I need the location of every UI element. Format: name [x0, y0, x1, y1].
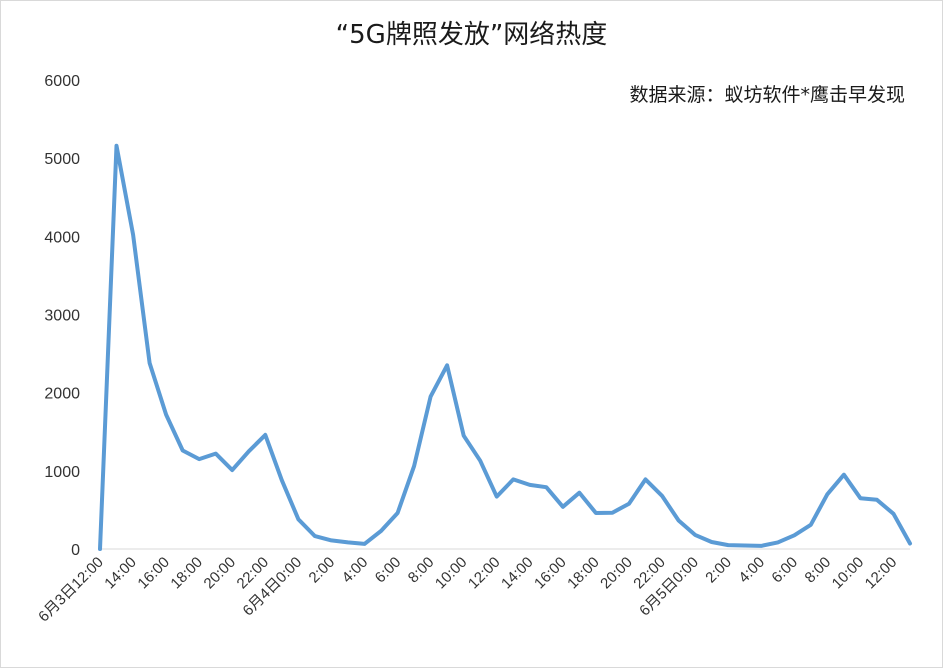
- x-tick-label: 2:00: [306, 554, 339, 587]
- data-point: [908, 542, 912, 546]
- data-point: [842, 473, 846, 477]
- data-point: [115, 144, 119, 148]
- data-point: [363, 542, 367, 546]
- data-point: [776, 540, 780, 544]
- data-point: [329, 538, 333, 542]
- data-point: [809, 523, 813, 527]
- x-tick-label: 4:00: [735, 554, 768, 587]
- y-tick-label: 1000: [44, 464, 80, 481]
- x-tick-label: 10:00: [829, 554, 868, 593]
- data-point: [131, 233, 135, 237]
- data-point: [577, 491, 581, 495]
- data-point: [263, 433, 267, 437]
- data-point: [280, 478, 284, 482]
- x-tick-label: 12:00: [465, 554, 504, 593]
- chart-title: “5G牌照发放”网络热度: [335, 20, 608, 50]
- data-point: [346, 540, 350, 544]
- data-point: [594, 511, 598, 515]
- data-point: [528, 483, 532, 487]
- y-tick-label: 5000: [44, 151, 80, 168]
- data-point: [396, 511, 400, 515]
- data-point: [230, 468, 234, 472]
- data-point: [511, 477, 515, 481]
- x-axis: 6月3日12:0014:0016:0018:0020:0022:006月4日0:…: [35, 554, 900, 626]
- x-tick-label: 6:00: [768, 554, 801, 587]
- data-point: [677, 519, 681, 523]
- x-tick-label: 18:00: [564, 554, 603, 593]
- data-point: [495, 495, 499, 499]
- data-point: [98, 547, 102, 551]
- data-point: [858, 496, 862, 500]
- data-point: [660, 494, 664, 498]
- x-tick-label: 6月3日12:00: [35, 554, 107, 626]
- data-point: [693, 533, 697, 537]
- data-point: [197, 457, 201, 461]
- x-tick-label: 18:00: [167, 554, 206, 593]
- data-point: [313, 534, 317, 538]
- y-tick-label: 6000: [44, 73, 80, 90]
- data-point: [445, 363, 449, 367]
- data-point: [148, 361, 152, 365]
- x-tick-label: 6:00: [372, 554, 405, 587]
- data-point: [462, 434, 466, 438]
- data-point: [759, 544, 763, 548]
- data-point: [429, 395, 433, 399]
- x-tick-label: 14:00: [101, 554, 140, 593]
- data-point: [875, 498, 879, 502]
- data-point: [214, 452, 218, 456]
- y-tick-label: 3000: [44, 308, 80, 325]
- data-point: [726, 543, 730, 547]
- x-tick-label: 4:00: [339, 554, 372, 587]
- x-tick-label: 10:00: [432, 554, 471, 593]
- data-point: [825, 492, 829, 496]
- series-line: [98, 143, 912, 551]
- x-tick-label: 20:00: [201, 554, 240, 593]
- x-tick-label: 14:00: [498, 554, 537, 593]
- x-tick-label: 2:00: [702, 554, 735, 587]
- data-point: [627, 502, 631, 506]
- data-point: [181, 449, 185, 453]
- data-point: [561, 505, 565, 509]
- y-tick-label: 0: [71, 542, 80, 559]
- data-point: [164, 413, 168, 417]
- data-source-note: 数据来源：蚁坊软件*鹰击早发现: [629, 84, 905, 106]
- data-point: [247, 449, 251, 453]
- y-tick-label: 2000: [44, 386, 80, 403]
- x-tick-label: 16:00: [531, 554, 570, 593]
- data-point: [644, 477, 648, 481]
- series-group: [98, 143, 912, 551]
- data-point: [544, 485, 548, 489]
- data-point: [743, 544, 747, 548]
- data-point: [892, 512, 896, 516]
- data-point: [478, 459, 482, 463]
- x-tick-label: 12:00: [862, 554, 901, 593]
- x-tick-label: 16:00: [134, 554, 173, 593]
- data-point: [792, 533, 796, 537]
- data-point: [296, 517, 300, 521]
- y-tick-label: 4000: [44, 229, 80, 246]
- data-point: [379, 529, 383, 533]
- data-point: [610, 511, 614, 515]
- x-tick-label: 20:00: [597, 554, 636, 593]
- data-point: [412, 464, 416, 468]
- y-axis: 0 1000 2000 3000 4000 5000 6000: [44, 73, 80, 559]
- data-point: [710, 540, 714, 544]
